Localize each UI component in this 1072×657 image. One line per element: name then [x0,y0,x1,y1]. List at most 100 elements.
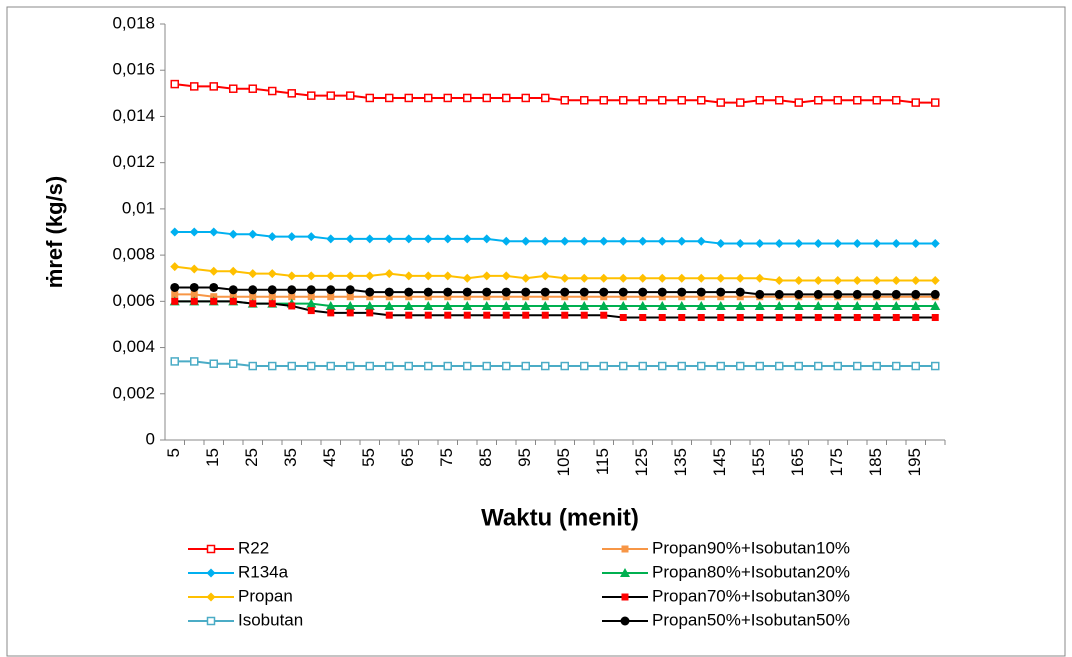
legend-label: R134a [238,562,289,581]
marker [306,298,317,308]
marker [639,293,647,301]
marker [189,227,199,237]
marker [209,359,218,368]
marker [463,293,471,301]
marker [482,287,492,297]
marker [346,361,355,371]
marker [171,297,179,305]
marker [463,311,471,319]
marker [443,287,453,297]
x-tick-label: 75 [437,448,456,467]
marker [444,311,452,319]
marker [715,300,726,310]
marker [268,86,277,96]
marker [677,236,687,246]
series-line [174,231,936,245]
marker [541,361,550,371]
marker [620,616,630,626]
legend-label: Isobutan [238,610,303,629]
marker [853,361,862,371]
marker [443,361,452,371]
marker [248,269,258,279]
marker [793,300,804,310]
marker [366,309,374,317]
y-tick-label: 0,01 [122,198,155,217]
marker [384,300,395,310]
y-tick-label: 0,018 [112,13,155,32]
marker [579,236,589,246]
marker [209,227,219,237]
marker [443,234,453,244]
marker [540,287,550,297]
marker [735,287,745,297]
marker [209,282,219,292]
marker [206,544,216,554]
marker [696,236,706,246]
marker [580,311,588,319]
marker [287,89,296,98]
marker [891,300,902,310]
marker [716,239,726,249]
marker [404,93,413,103]
marker [833,289,843,299]
marker [755,239,765,249]
marker [774,300,785,310]
marker [365,271,375,281]
marker [424,361,433,371]
marker [248,361,257,371]
marker [268,300,276,308]
marker [735,239,745,249]
marker [521,93,530,103]
marker [288,302,296,310]
marker [423,287,433,297]
marker [813,300,824,310]
marker [930,289,940,299]
marker [697,314,705,322]
marker [677,273,687,283]
marker [365,361,374,371]
marker [326,361,335,371]
marker [190,82,199,91]
marker [501,287,511,297]
chart-border [6,6,1066,657]
marker [268,361,277,371]
marker [891,289,901,299]
marker [677,287,687,297]
marker [833,96,842,105]
marker [599,361,608,371]
marker [775,314,783,322]
marker [599,287,609,297]
marker [501,300,512,310]
marker [872,96,881,105]
y-tick-label: 0,006 [112,291,155,310]
marker [365,234,375,244]
y-tick-label: 0,012 [112,152,155,171]
marker [267,285,277,295]
marker [598,300,609,310]
marker [326,91,335,100]
x-tick-label: 155 [749,448,768,476]
marker [522,293,530,301]
marker [852,276,862,286]
legend-label: Propan90%+Isobutan10% [652,538,850,557]
marker [910,300,921,310]
marker [618,236,628,246]
marker [873,314,881,322]
marker [561,311,569,319]
x-tick-label: 175 [827,448,846,476]
marker [600,311,608,319]
marker [190,290,198,298]
marker [775,361,784,371]
marker [892,314,900,322]
marker [307,91,316,100]
marker [249,293,257,301]
marker [345,300,356,310]
x-tick-label: 95 [515,448,534,467]
legend-label: Propan70%+Isobutan30% [652,586,850,605]
marker [658,293,666,301]
marker [307,307,315,315]
marker [482,361,491,371]
marker [911,98,920,107]
marker [210,297,218,305]
